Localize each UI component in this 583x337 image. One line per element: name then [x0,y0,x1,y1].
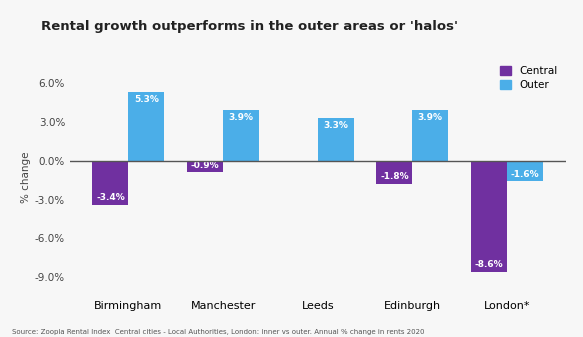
Text: Rental growth outperforms in the outer areas or 'halos': Rental growth outperforms in the outer a… [41,20,458,33]
Text: 3.9%: 3.9% [418,113,443,122]
Text: 5.3%: 5.3% [134,95,159,104]
Bar [187,161,223,173]
Bar [377,161,412,184]
Legend: Central, Outer: Central, Outer [497,62,560,93]
Y-axis label: % change: % change [21,151,31,203]
Bar [318,118,354,161]
Text: 3.3%: 3.3% [324,121,348,130]
Bar [223,110,259,161]
Bar [507,161,543,181]
Text: 3.9%: 3.9% [229,113,254,122]
Text: -0.9%: -0.9% [191,161,219,170]
Text: -8.6%: -8.6% [475,261,503,269]
Text: -1.6%: -1.6% [511,170,539,179]
Bar [471,161,507,272]
Text: -1.8%: -1.8% [380,173,409,181]
Text: -3.4%: -3.4% [96,193,125,202]
Bar [93,161,128,205]
Bar [128,92,164,161]
Bar [412,110,448,161]
Text: Source: Zoopla Rental Index  Central cities - Local Authorities, London: inner v: Source: Zoopla Rental Index Central citi… [12,329,424,335]
